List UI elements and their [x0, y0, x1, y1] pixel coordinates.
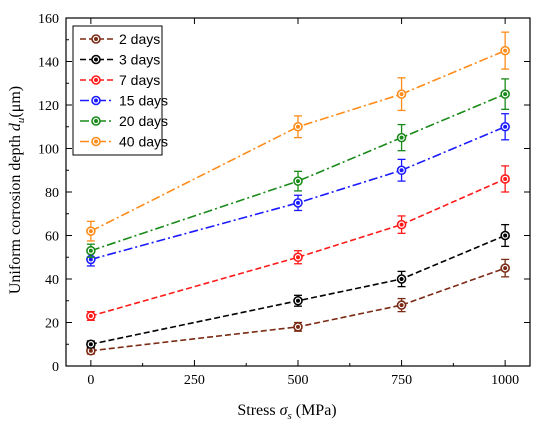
- y-tick-label: 160: [38, 12, 59, 27]
- data-point-core: [503, 176, 508, 181]
- data-point-core: [296, 255, 300, 260]
- y-tick-label: 140: [38, 56, 59, 71]
- data-point-core: [399, 92, 404, 97]
- y-tick-label: 60: [45, 230, 59, 245]
- y-tick-label: 120: [38, 99, 59, 114]
- legend-swatch-marker-core: [94, 37, 98, 41]
- x-tick-label: 1000: [491, 373, 519, 388]
- x-tick-label: 250: [184, 373, 205, 388]
- series-line: [90, 178, 506, 317]
- data-point-core: [503, 92, 508, 97]
- legend-swatch-marker-core: [94, 78, 98, 82]
- series-20-days: [86, 78, 510, 258]
- legend-item: 40 days: [80, 134, 168, 150]
- series-40-days: [86, 31, 510, 242]
- legend-label: 15 days: [119, 93, 168, 109]
- legend-item: 2 days: [80, 31, 160, 47]
- legend: 2 days 3 days 7 days 15 days 20 days 40 days: [72, 25, 168, 156]
- data-point-core: [296, 124, 300, 129]
- plot-layer: [86, 31, 510, 356]
- legend-label: 20 days: [119, 113, 168, 129]
- legend-label: 7 days: [119, 72, 160, 88]
- legend-item: 3 days: [80, 52, 160, 68]
- y-tick-label: 80: [45, 186, 59, 201]
- x-tick-label: 500: [288, 373, 309, 388]
- y-tick-label: 0: [52, 360, 59, 375]
- axes-layer: 0 250 500 750 1000 0 20 40 60 80 100 120 140 160: [38, 12, 531, 388]
- data-point-core: [88, 342, 93, 347]
- x-tick-label: 0: [87, 373, 94, 388]
- legend-label: 3 days: [119, 52, 160, 68]
- data-point-core: [296, 324, 300, 329]
- data-point-core: [88, 313, 93, 318]
- series-line: [90, 126, 506, 261]
- data-point-core: [399, 222, 404, 227]
- legend-swatch-marker-core: [94, 98, 98, 103]
- data-point-core: [399, 135, 404, 140]
- data-point-core: [503, 266, 508, 271]
- data-point-core: [399, 168, 404, 173]
- series-line: [90, 49, 506, 232]
- series-line: [90, 93, 506, 252]
- series-line: [90, 267, 506, 352]
- series-3-days: [86, 223, 510, 350]
- legend-swatch-marker-core: [94, 57, 98, 62]
- series-2-days: [86, 258, 510, 356]
- data-point-core: [88, 348, 93, 353]
- x-axis-label: Stress σs (MPa): [237, 402, 336, 422]
- y-tick-label: 100: [38, 143, 59, 158]
- legend-box: [72, 25, 163, 156]
- legend-swatch-marker-core: [94, 119, 98, 123]
- data-point-core: [503, 233, 508, 238]
- y-axis-label: Uniform corrosion depth du(μm): [7, 86, 27, 294]
- legend-swatch-marker-core: [94, 139, 98, 144]
- legend-label: 40 days: [119, 134, 168, 150]
- data-point-core: [399, 277, 404, 281]
- legend-item: 7 days: [80, 72, 160, 88]
- data-point-core: [399, 303, 404, 308]
- data-point-core: [88, 229, 93, 234]
- data-point-core: [88, 257, 93, 262]
- x-tick-label: 750: [391, 373, 412, 388]
- series-7-days: [86, 165, 510, 321]
- data-point-core: [503, 124, 508, 129]
- legend-item: 15 days: [80, 93, 168, 109]
- legend-label: 2 days: [119, 31, 160, 47]
- data-point-core: [88, 248, 93, 253]
- data-point-core: [296, 200, 300, 205]
- data-point-core: [296, 179, 300, 184]
- y-tick-label: 20: [45, 317, 59, 332]
- legend-item: 20 days: [80, 113, 168, 129]
- series-line: [90, 234, 506, 346]
- data-point-core: [503, 48, 508, 53]
- y-tick-label: 40: [45, 273, 59, 288]
- data-point-core: [296, 298, 300, 303]
